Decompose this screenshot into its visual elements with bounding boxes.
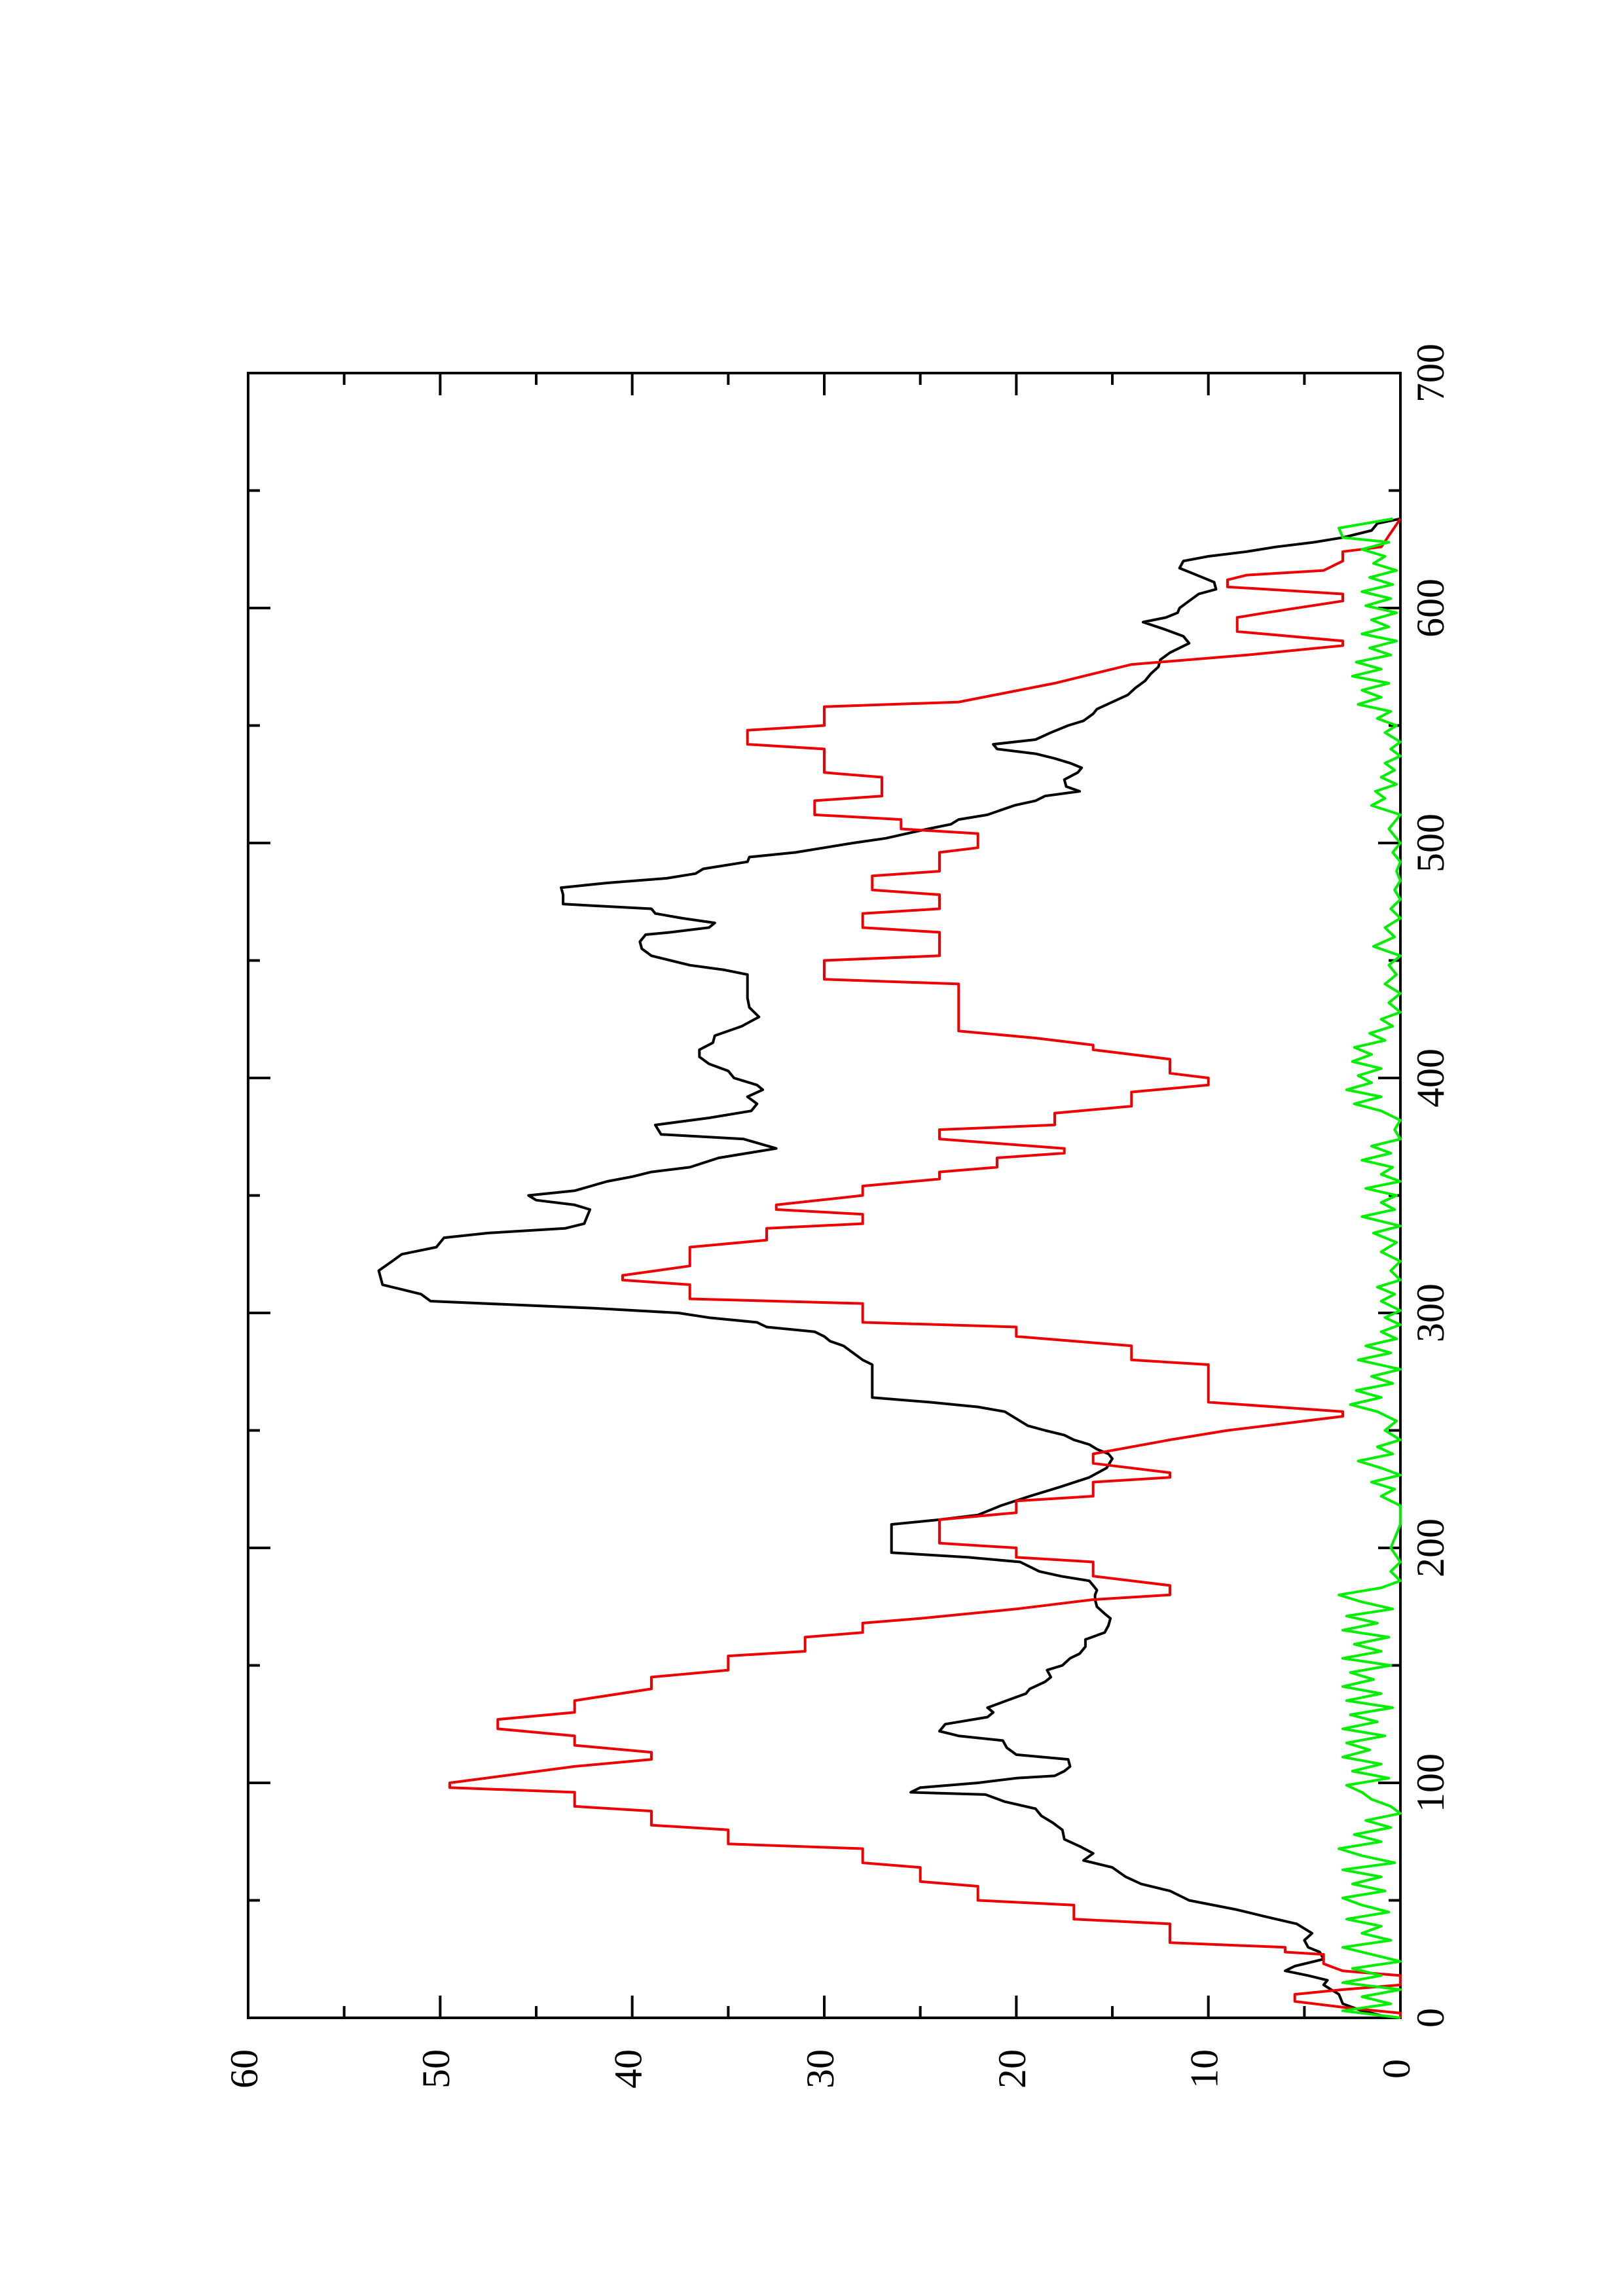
y-tick-label: 50 <box>414 2049 458 2089</box>
series-line-2 <box>448 518 1402 2018</box>
y-tick-label: 20 <box>991 2049 1034 2089</box>
x-tick-label: 0 <box>1409 2008 1452 2028</box>
y-tick-label: 40 <box>606 2049 649 2089</box>
x-tick-label: 700 <box>1409 344 1452 403</box>
y-tick-label: 0 <box>1375 2059 1418 2079</box>
x-tick-label: 200 <box>1409 1518 1452 1577</box>
y-tick-label: 30 <box>799 2049 842 2089</box>
y-tick-label: 60 <box>223 2049 266 2089</box>
series-line-1 <box>377 517 1401 2019</box>
x-tick-label: 300 <box>1409 1283 1452 1342</box>
axis-ticks <box>247 372 1402 2019</box>
series-line-3 <box>1338 517 1402 2019</box>
y-tick-label: 10 <box>1182 2049 1226 2089</box>
series-lines <box>377 517 1402 2019</box>
x-tick-label: 500 <box>1409 814 1452 872</box>
x-tick-label: 400 <box>1409 1049 1452 1107</box>
x-tick-label: 600 <box>1409 579 1452 637</box>
x-tick-label: 100 <box>1409 1753 1452 1812</box>
axis-tick-labels: 0 100 200 300 400 500 600 700 0 10 20 30 40 50 60 <box>223 344 1452 2089</box>
plot-frame <box>247 372 1402 2019</box>
